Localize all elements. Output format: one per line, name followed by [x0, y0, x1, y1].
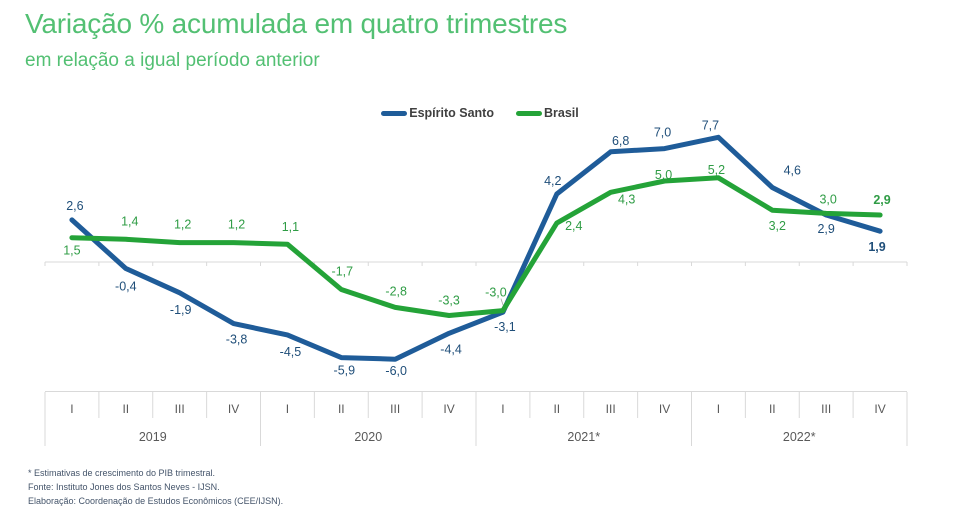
- x-axis-year-label: 2019: [139, 430, 167, 444]
- data-label: -3,1: [494, 320, 516, 334]
- data-label: 4,3: [618, 192, 635, 206]
- data-label: -5,9: [334, 364, 356, 378]
- data-label: 4,2: [544, 174, 561, 188]
- data-label: 2,4: [565, 219, 582, 233]
- x-axis-quarter-label: IV: [874, 402, 885, 416]
- series-line-espirito-santo: [69, 134, 883, 362]
- legend-line-marker-green: [515, 110, 542, 116]
- x-axis-quarter-label: II: [122, 402, 129, 416]
- legend-item-espirito-santo: Espírito Santo: [381, 106, 494, 120]
- data-label: 3,2: [769, 219, 786, 233]
- x-axis-quarter-label: IV: [659, 402, 670, 416]
- data-label: 5,0: [655, 168, 672, 182]
- page-title: Variação % acumulada em quatro trimestre…: [25, 8, 568, 39]
- footnote-source: Fonte: Instituto Jones dos Santos Neves …: [28, 482, 220, 492]
- x-axis-quarter-label: III: [821, 402, 831, 416]
- chart-footnotes: * Estimativas de crescimento do PIB trim…: [28, 466, 283, 508]
- data-label: -4,5: [280, 345, 302, 359]
- data-label: -1,9: [170, 303, 192, 317]
- page-subtitle: em relação a igual período anterior: [25, 50, 320, 71]
- data-label: -1,7: [332, 265, 354, 279]
- legend-item-brasil: Brasil: [515, 106, 579, 120]
- data-label: 2,9: [817, 222, 834, 236]
- x-axis-quarter-label: II: [338, 402, 345, 416]
- footnote-estimates: * Estimativas de crescimento do PIB trim…: [28, 468, 216, 478]
- data-label: 1,1: [282, 220, 299, 234]
- x-axis-quarter-label: IV: [443, 402, 454, 416]
- data-label: 2,6: [66, 199, 83, 213]
- x-axis-quarter-label: IV: [228, 402, 239, 416]
- data-label: 6,8: [612, 134, 629, 148]
- x-axis-quarter-label: I: [717, 402, 720, 416]
- x-axis-quarter-label: II: [769, 402, 776, 416]
- x-axis-quarter-label: I: [501, 402, 504, 416]
- x-axis-year-label: 2021*: [567, 430, 600, 444]
- x-axis-quarter-label: III: [175, 402, 185, 416]
- chart-legend: Espírito Santo Brasil: [0, 106, 960, 120]
- data-label: 1,9: [868, 240, 885, 254]
- legend-label: Espírito Santo: [409, 106, 494, 120]
- data-label: -3,8: [226, 333, 248, 347]
- data-label: 1,4: [121, 214, 138, 228]
- data-label: -4,4: [440, 342, 462, 356]
- data-label: 1,2: [228, 218, 245, 232]
- data-label: 5,2: [708, 163, 725, 177]
- x-axis-quarter-label: II: [553, 402, 560, 416]
- legend-line-marker-blue: [381, 110, 408, 116]
- x-axis-year-label: 2020: [354, 430, 382, 444]
- data-label: 3,0: [819, 192, 836, 206]
- x-axis-quarter-label: III: [390, 402, 400, 416]
- data-label: 1,5: [63, 244, 80, 258]
- data-label: 1,2: [174, 218, 191, 232]
- footnote-elaboration: Elaboração: Coordenação de Estudos Econô…: [28, 496, 284, 506]
- x-axis-quarter-label: III: [606, 402, 616, 416]
- data-label: -2,8: [385, 284, 407, 298]
- x-axis-quarter-label: I: [286, 402, 289, 416]
- x-axis-quarter-label: I: [70, 402, 73, 416]
- data-label: 4,6: [784, 163, 801, 177]
- data-label: 7,7: [702, 118, 719, 132]
- data-label: -3,0: [485, 286, 507, 300]
- data-label: -0,4: [115, 279, 137, 293]
- x-axis-year-label: 2022*: [783, 430, 816, 444]
- data-label: -6,0: [385, 364, 407, 378]
- legend-label: Brasil: [543, 106, 579, 120]
- data-label: -3,3: [438, 293, 460, 307]
- data-label: 7,0: [654, 126, 671, 140]
- series-line-brasil: [69, 175, 883, 318]
- data-label: 2,9: [873, 193, 890, 207]
